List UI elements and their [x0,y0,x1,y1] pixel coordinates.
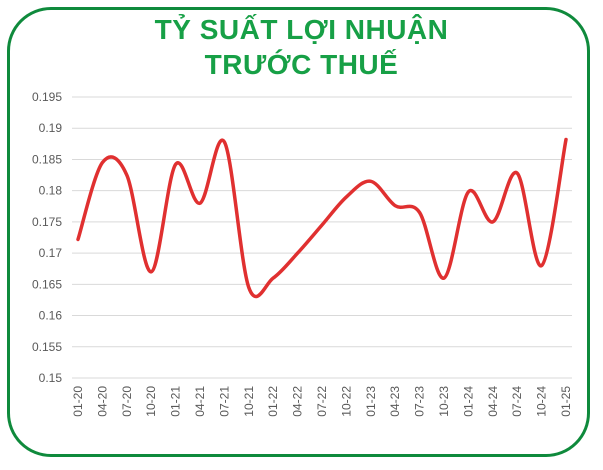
x-tick-label: 04-24 [486,386,500,417]
y-tick-label: 0.17 [39,246,63,260]
data-point [345,196,347,198]
x-tick-label: 01-24 [461,386,475,417]
x-tick-label: 07-22 [315,386,329,417]
data-point [419,212,421,214]
y-tick-label: 0.19 [39,121,63,135]
data-point [199,202,201,204]
series-group [76,137,568,299]
data-point [248,286,250,288]
series-line [76,137,568,299]
data-point [272,277,274,279]
x-tick-label: 10-21 [242,386,256,417]
x-tick-label: 04-20 [95,386,109,417]
x-tick-label: 01-25 [559,386,573,417]
y-tick-label: 0.165 [32,277,62,291]
data-point [541,265,543,267]
chart-title-line-1: TỶ SUẤT LỢI NHUẬN [154,14,449,45]
data-point [101,162,103,164]
y-tick-label: 0.185 [32,152,62,166]
y-tick-label: 0.195 [32,90,62,104]
y-tick-label: 0.18 [39,184,63,198]
x-tick-label: 07-20 [120,386,134,417]
data-point [443,277,445,279]
data-point [126,174,128,176]
gridlines [72,96,572,379]
x-tick-label: 04-21 [193,386,207,417]
x-tick-label: 01-21 [169,386,183,417]
data-point [297,252,299,254]
data-point [223,141,225,143]
x-tick-label: 01-22 [266,386,280,417]
data-point [516,172,518,174]
chart-frame [7,7,590,457]
x-tick-label: 07-24 [510,386,524,417]
data-point [77,238,79,240]
x-tick-label: 01-20 [71,386,85,417]
x-tick-label: 10-23 [437,386,451,417]
x-tick-label: 01-23 [364,386,378,417]
x-tick-label: 07-23 [413,386,427,417]
x-axis-tick-labels: 01-20 04-20 07-20 10-20 01-21 04-21 07-21 10-21… [71,386,573,417]
x-tick-label: 10-24 [535,386,549,417]
data-point [321,224,323,226]
x-tick-label: 10-20 [144,386,158,417]
y-tick-label: 0.15 [39,371,63,385]
data-point [150,271,152,273]
y-axis-tick-labels: 0.195 0.19 0.185 0.18 0.175 0.17 0.165 0.16 0.15… [32,90,62,385]
chart-title-line-2: TRƯỚC THUẾ [204,49,399,80]
x-tick-label: 10-22 [339,386,353,417]
x-tick-label: 04-22 [291,386,305,417]
data-point [467,191,469,193]
x-tick-label: 04-23 [388,386,402,417]
data-point [370,180,372,182]
data-point [175,163,177,165]
y-tick-label: 0.175 [32,215,62,229]
data-point [565,138,567,140]
data-point [394,205,396,207]
y-tick-label: 0.16 [39,309,63,323]
data-point [492,221,494,223]
x-tick-label: 07-21 [217,386,231,417]
y-tick-label: 0.155 [32,340,62,354]
